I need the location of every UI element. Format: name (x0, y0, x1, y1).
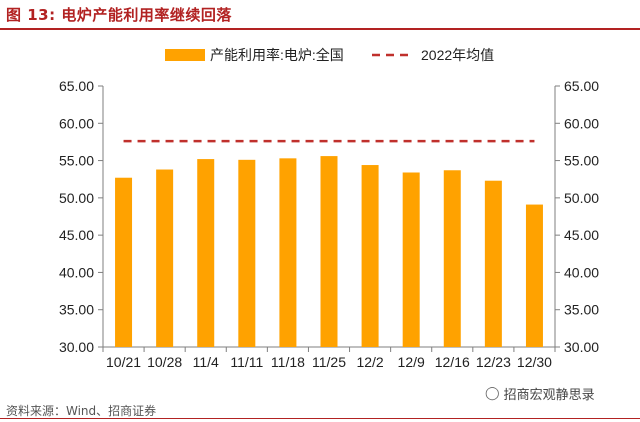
bar (525, 204, 543, 347)
x-tick-label: 11/4 (193, 354, 219, 370)
y-tick-label-right: 45.00 (564, 227, 599, 243)
x-tick-label: 10/21 (106, 354, 141, 370)
bar (443, 170, 461, 347)
legend-swatch-bar (165, 49, 205, 61)
x-tick-label: 12/23 (476, 354, 511, 370)
y-tick-label-right: 65.00 (564, 78, 599, 94)
y-tick-label-right: 55.00 (564, 153, 599, 169)
y-tick-label-left: 35.00 (59, 302, 94, 318)
y-tick-label-left: 60.00 (59, 115, 94, 131)
bar (279, 158, 297, 347)
y-tick-label-right: 40.00 (564, 264, 599, 280)
y-tick-label-left: 30.00 (59, 339, 94, 355)
x-tick-label: 12/16 (435, 354, 470, 370)
watermark-text: 招商宏观静思录 (503, 388, 595, 403)
wechat-icon: ◯ (485, 386, 500, 401)
title-divider (0, 28, 640, 30)
bar (320, 156, 338, 347)
bar-series (115, 156, 543, 347)
figure-title: 图 13: 电炉产能利用率继续回落 (6, 6, 232, 24)
y-tick-label-right: 30.00 (564, 339, 599, 355)
bar (156, 169, 174, 347)
bar (238, 159, 256, 347)
y-tick-label-right: 35.00 (564, 302, 599, 318)
y-tick-label-left: 55.00 (59, 153, 94, 169)
x-tick-labels: 10/21 10/28 11/4 11/11 11/18 11/25 12/2 12/9 12/… (106, 354, 552, 370)
y-tick-label-left: 45.00 (59, 227, 94, 243)
legend-label-bar: 产能利用率:电炉:全国 (210, 47, 344, 63)
bottom-divider (0, 418, 640, 419)
y-tick-label-right: 50.00 (564, 190, 599, 206)
x-tick-label: 12/2 (356, 354, 383, 370)
bar (197, 159, 215, 347)
bar (484, 180, 502, 347)
x-tick-label: 12/9 (398, 354, 425, 370)
y-tick-label-left: 50.00 (59, 190, 94, 206)
x-tick-label: 12/30 (517, 354, 552, 370)
y-tick-label-right: 60.00 (564, 115, 599, 131)
bar (115, 177, 133, 347)
legend-label-line: 2022年均值 (421, 47, 494, 63)
x-tick-label: 11/18 (271, 354, 305, 370)
watermark: ◯ 招商宏观静思录 (485, 384, 595, 403)
bar (402, 172, 420, 347)
chart-legend: 产能利用率:电炉:全国 2022年均值 (165, 47, 494, 63)
chart-axes: 30.00 30.00 35.00 35.00 40.00 40.00 45.00 45.00… (59, 78, 599, 355)
source-note: 资料来源：Wind、招商证券 (6, 404, 157, 418)
x-tick-label: 11/11 (230, 354, 263, 370)
x-tick-label: 11/25 (312, 354, 346, 370)
y-tick-label-left: 40.00 (59, 264, 94, 280)
x-tick-label: 10/28 (147, 354, 182, 370)
y-tick-label-left: 65.00 (59, 78, 94, 94)
bar (361, 165, 379, 347)
